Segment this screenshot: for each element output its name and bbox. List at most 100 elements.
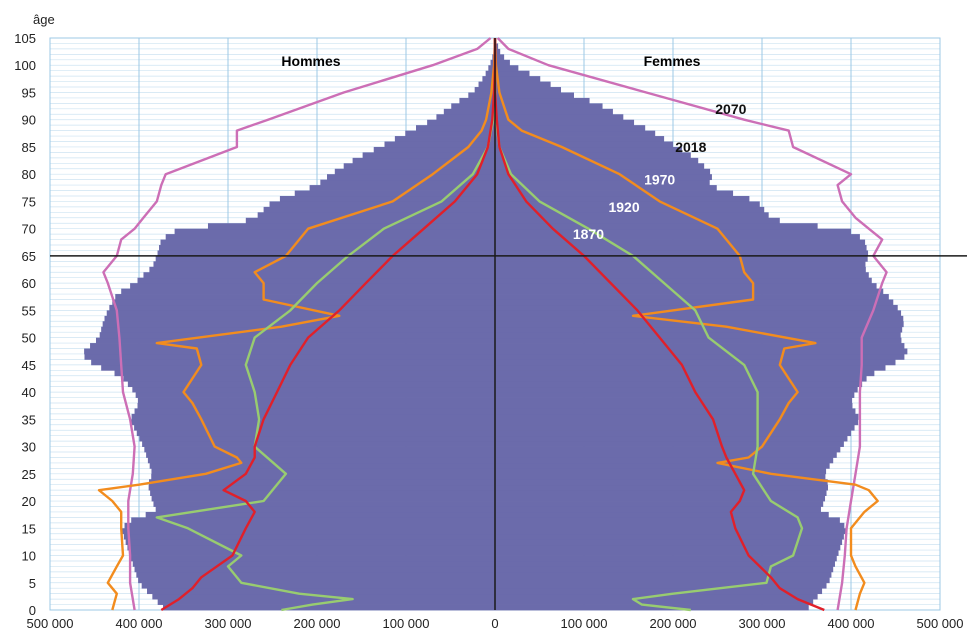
bar-2018-women	[495, 179, 710, 186]
bar-2018-men	[131, 419, 495, 426]
bar-2018-women	[495, 604, 809, 611]
bar-2018-women	[495, 457, 834, 464]
bar-2018-men	[151, 468, 495, 475]
bar-2018-women	[495, 473, 826, 480]
bar-2018-men	[130, 555, 496, 562]
bar-2018-women	[495, 462, 830, 469]
bar-2018-women	[495, 283, 877, 289]
line-2070-men	[102, 37, 492, 611]
bar-2018-men	[132, 386, 495, 393]
bar-2018-men	[90, 343, 496, 349]
bar-2018-women	[495, 446, 841, 453]
bar-2018-women	[495, 375, 867, 382]
bar-2018-women	[495, 533, 844, 540]
bar-2018-women	[495, 239, 866, 246]
line-2070-women	[496, 37, 888, 611]
series-label-2070: 2070	[715, 101, 746, 117]
bar-2018-men	[159, 245, 495, 251]
bar-2018-women	[495, 479, 828, 486]
bar-2018-men	[137, 402, 495, 409]
bar-2018-men	[143, 272, 495, 279]
bar-2018-men	[488, 65, 495, 72]
tick-labels: 0 5 10 15 20 25 30 35 40 45 50 55 60 65 70 75 80 85 90 95 10…	[14, 31, 963, 631]
bar-2018-men	[122, 528, 495, 535]
bar-2018-men	[149, 266, 495, 273]
bar-2018-men	[373, 146, 495, 153]
bar-2018-men	[137, 277, 495, 284]
bar-2018-women	[495, 125, 646, 132]
bar-2018-women	[495, 506, 821, 513]
y-tick-label: 100	[14, 58, 36, 73]
bar-2018-women	[495, 402, 853, 409]
bar-2018-women	[495, 97, 590, 104]
bar-2018-women	[495, 288, 884, 295]
bar-2018-women	[495, 452, 837, 458]
bar-2018-women	[495, 408, 856, 415]
y-tick-label: 20	[22, 494, 36, 509]
bar-2018-women	[495, 212, 769, 219]
x-tick-label: 200 000	[294, 616, 341, 631]
bar-2018-men	[106, 310, 496, 317]
bar-2018-women	[495, 70, 530, 77]
bar-2018-men	[148, 484, 495, 491]
bar-2018-women	[495, 539, 843, 546]
bar-2018-men	[405, 130, 495, 137]
bar-2018-women	[495, 577, 830, 584]
bar-2018-women	[495, 146, 682, 153]
bar-2018-men	[474, 87, 495, 93]
bar-2018-women	[495, 359, 896, 366]
bar-2018-women	[495, 228, 851, 235]
bar-2018-women	[495, 588, 823, 595]
bar-2018-women	[495, 108, 613, 115]
bar-2018-men	[124, 522, 495, 529]
bar-2018-men	[468, 92, 495, 99]
bar-2018-women	[495, 490, 827, 496]
bar-2018-women	[495, 343, 905, 349]
bar-2018-women	[495, 337, 902, 344]
x-tick-label: 300 000	[205, 616, 252, 631]
bar-2018-women	[495, 560, 835, 567]
bar-2018-men	[129, 550, 495, 556]
bar-2018-men	[427, 119, 495, 126]
bar-2018-women	[495, 364, 886, 371]
bar-2018-men	[155, 255, 495, 262]
y-tick-label: 105	[14, 31, 36, 46]
bar-2018-women	[495, 381, 863, 388]
bar-2018-men	[112, 299, 496, 306]
bar-2018-women	[495, 266, 866, 273]
bar-2018-men	[174, 228, 495, 235]
bar-2018-men	[394, 136, 495, 142]
bar-2018-men	[139, 435, 495, 442]
y-tick-label: 70	[22, 222, 36, 237]
bar-2018-women	[495, 103, 603, 110]
bar-2018-men	[309, 185, 495, 191]
bar-2018-women	[495, 550, 839, 556]
bar-2018-men	[257, 212, 495, 219]
bar-2018-women	[495, 582, 827, 589]
bar-2018-men	[327, 174, 495, 181]
bar-2018-women	[495, 201, 760, 208]
bar-2018-women	[495, 424, 855, 431]
bar-2018-men	[478, 81, 495, 88]
bar-2018-men	[144, 446, 495, 453]
bar-2018-men	[136, 430, 495, 437]
bar-2018-women	[495, 495, 826, 502]
bar-2018-men	[127, 381, 495, 388]
bar-2018-men	[145, 511, 496, 518]
bar-2018-men	[147, 457, 495, 464]
bar-2018-men	[163, 604, 495, 611]
line-1970-women	[493, 37, 879, 611]
bar-2018-women	[495, 48, 501, 55]
bar-2018-women	[495, 163, 705, 170]
bar-2018-men	[95, 337, 495, 344]
x-tick-label: 200 000	[650, 616, 697, 631]
bar-2018-men	[123, 375, 496, 382]
bar-2018-men	[279, 195, 495, 202]
bar-2018-women	[495, 65, 519, 72]
bar-2018-men	[125, 539, 496, 546]
bar-2018-men	[150, 490, 495, 496]
bar-2018-women	[495, 87, 562, 93]
bar-2018-women	[495, 223, 818, 230]
bar-2018-men	[451, 103, 495, 110]
